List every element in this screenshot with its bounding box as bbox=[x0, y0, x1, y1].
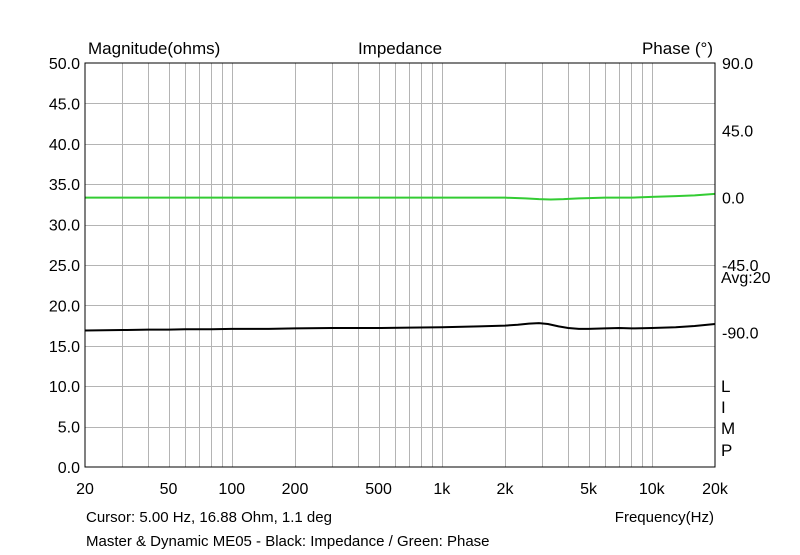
limp-letter-m: M bbox=[721, 419, 735, 438]
x-tick-label: 200 bbox=[282, 481, 309, 498]
chart-caption: Master & Dynamic ME05 - Black: Impedance… bbox=[86, 533, 490, 550]
y-right-tick-label: -45.0 bbox=[722, 258, 759, 275]
series-line-phase bbox=[85, 192, 716, 201]
limp-letter-p: P bbox=[721, 441, 732, 460]
x-tick-label: 20k bbox=[702, 481, 729, 498]
limp-letter-i: I bbox=[721, 398, 726, 417]
y-left-tick-label: 5.0 bbox=[58, 420, 80, 437]
y-left-tick-label: 40.0 bbox=[49, 137, 80, 154]
y-left-tick-label: 0.0 bbox=[58, 460, 80, 477]
x-tick-label: 500 bbox=[365, 481, 392, 498]
cursor-readout: Cursor: 5.00 Hz, 16.88 Ohm, 1.1 deg bbox=[86, 509, 332, 526]
x-tick-label: 20 bbox=[76, 481, 94, 498]
chart-title: Impedance bbox=[358, 39, 442, 58]
x-tick-label: 10k bbox=[639, 481, 666, 498]
y-left-tick-label: 35.0 bbox=[49, 177, 80, 194]
right-axis-label: Phase (°) bbox=[642, 39, 713, 58]
y-right-tick-label: 45.0 bbox=[722, 123, 753, 140]
avg-label: Avg:20 bbox=[721, 270, 771, 287]
x-tick-label: 2k bbox=[497, 481, 515, 498]
x-tick-label: 50 bbox=[160, 481, 178, 498]
x-axis-label: Frequency(Hz) bbox=[615, 509, 714, 526]
y-left-tick-label: 25.0 bbox=[49, 258, 80, 275]
plot-frame bbox=[84, 62, 716, 468]
x-tick-label: 5k bbox=[580, 481, 598, 498]
y-right-tick-label: 90.0 bbox=[722, 56, 753, 73]
series-layer bbox=[84, 192, 716, 332]
y-left-tick-label: 10.0 bbox=[49, 379, 80, 396]
grid-layer bbox=[85, 63, 715, 467]
y-left-tick-label: 30.0 bbox=[49, 218, 80, 235]
y-right-tick-label: 0.0 bbox=[722, 191, 744, 208]
limp-letter-l: L bbox=[721, 377, 730, 396]
y-right-tick-label: -90.0 bbox=[722, 325, 759, 342]
x-tick-label: 100 bbox=[218, 481, 245, 498]
x-tick-label: 1k bbox=[433, 481, 451, 498]
series-line-impedance bbox=[84, 322, 716, 332]
left-axis-label: Magnitude(ohms) bbox=[88, 39, 220, 58]
text-layer: Magnitude(ohms) Impedance Phase (°) Avg:… bbox=[49, 39, 771, 550]
y-left-tick-label: 50.0 bbox=[49, 56, 80, 73]
y-left-tick-label: 20.0 bbox=[49, 298, 80, 315]
y-left-tick-label: 15.0 bbox=[49, 339, 80, 356]
y-left-tick-label: 45.0 bbox=[49, 96, 80, 113]
